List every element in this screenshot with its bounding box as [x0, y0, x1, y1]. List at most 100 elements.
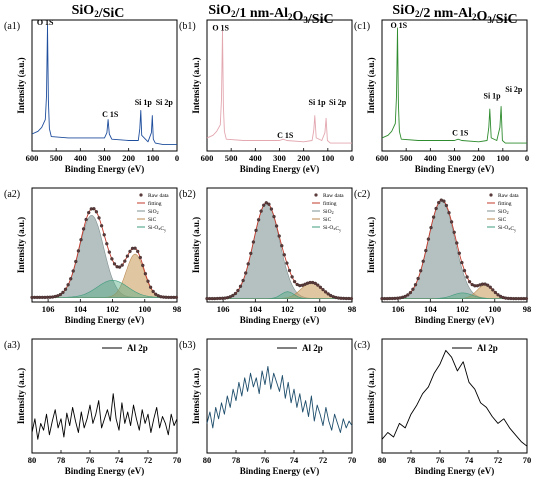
raw-data-point	[449, 220, 454, 224]
raw-data-point	[233, 291, 238, 296]
legend-subscript: 2	[157, 210, 159, 215]
raw-data-point	[442, 199, 446, 203]
legend-segment: C	[160, 226, 164, 232]
raw-data-point	[321, 287, 325, 292]
legend-label: SiC	[498, 217, 507, 223]
spectrum-line	[31, 393, 178, 440]
raw-data-point	[97, 216, 101, 220]
peak-label: Si 2p	[505, 85, 523, 94]
legend-subscript: x	[333, 226, 335, 231]
raw-data-point	[74, 259, 78, 264]
x-axis-label: Binding Energy (eV)	[415, 315, 495, 325]
raw-data-point	[437, 200, 441, 205]
y-axis-label: Intensity (a.u.)	[16, 368, 26, 424]
raw-data-point	[457, 251, 461, 255]
raw-data-point	[241, 278, 245, 283]
raw-data-point	[460, 260, 464, 265]
raw-data-point	[94, 210, 99, 214]
panel-b2: 106 104 102 100 98 Binding Energy (eV) Intensi…	[179, 187, 356, 325]
raw-data-point	[71, 269, 75, 273]
raw-data-point	[285, 261, 289, 265]
raw-data-point	[292, 279, 297, 284]
raw-data-point	[462, 268, 467, 273]
peak-label: C 1S	[277, 131, 294, 140]
raw-data-point	[251, 240, 256, 244]
y-axis-label: Intensity (a.u.)	[366, 368, 376, 424]
x-tick-label: 76	[436, 455, 445, 465]
y-axis-label: Intensity (a.u.)	[191, 57, 201, 113]
peak-label: O 1S	[212, 23, 229, 32]
raw-data-point	[403, 294, 407, 299]
raw-data-point	[107, 250, 111, 254]
legend-label: Si-OxCy	[323, 225, 341, 232]
raw-data-point	[262, 203, 266, 207]
panel-label: (b1)	[179, 21, 196, 32]
raw-data-point	[105, 242, 109, 246]
x-tick-label: 106	[217, 304, 230, 314]
title-subscript: 2	[472, 12, 477, 22]
plot-frame	[381, 187, 528, 303]
title-subscript: 2	[288, 12, 293, 22]
legend-subscript: y	[339, 227, 341, 232]
raw-data-point	[444, 203, 449, 208]
raw-data-point	[87, 210, 91, 215]
panel-label: (b3)	[179, 340, 196, 351]
raw-data-point	[413, 283, 418, 287]
legend-segment: C	[510, 226, 514, 232]
title-subscript: 2	[94, 9, 99, 19]
raw-data-point	[146, 279, 150, 283]
raw-data-point	[486, 283, 490, 287]
peak-label: C 1S	[452, 128, 469, 137]
legend-label: Raw data	[323, 193, 344, 199]
column-title-2: SiO2/2 nm-Al2O3/SiC	[392, 3, 517, 27]
x-tick-label: 104	[249, 304, 263, 314]
raw-data-point	[92, 207, 96, 211]
raw-data-point	[323, 290, 328, 294]
fit-peak-Si-OxCy	[207, 291, 352, 299]
panel-label: (a1)	[4, 21, 20, 32]
raw-data-point	[313, 281, 317, 286]
legend-segment: Raw data	[323, 193, 344, 199]
x-tick-label: 100	[321, 153, 334, 163]
x-tick-label: 100	[138, 304, 151, 314]
x-tick-label: 102	[106, 304, 119, 314]
x-tick-label: 600	[26, 153, 39, 163]
raw-data-point	[419, 269, 423, 273]
panel-a3: 80 78 76 74 72 70 Binding Energy (eV) Intensity…	[4, 338, 181, 476]
title-segment: SiO	[72, 3, 95, 18]
raw-data-point	[61, 290, 65, 295]
raw-data-point	[102, 233, 106, 237]
legend-marker	[489, 193, 493, 197]
raw-data-point	[128, 249, 132, 254]
title-segment: SiO	[392, 3, 415, 18]
raw-data-point	[455, 241, 459, 245]
raw-data-point	[123, 259, 127, 263]
legend-label: Raw data	[148, 193, 169, 199]
raw-data-point	[411, 287, 415, 291]
panel-c2: 106 104 102 100 98 Binding Energy (eV) Intensi…	[354, 187, 531, 325]
raw-data-point	[272, 214, 276, 219]
raw-data-point	[447, 211, 451, 215]
raw-data-point	[254, 228, 258, 233]
legend-label: Al 2p	[477, 343, 498, 353]
spectrum-line	[206, 30, 352, 144]
panel-label: (c2)	[354, 189, 370, 200]
legend-segment: SiC	[498, 217, 507, 223]
title-segment: /SiC	[98, 6, 125, 21]
raw-data-point	[426, 237, 431, 241]
legend-label: SiO2	[148, 209, 159, 215]
title-subscript: 2	[231, 9, 236, 19]
x-tick-label: 300	[273, 153, 286, 163]
x-tick-label: 80	[203, 455, 212, 465]
raw-data-point	[117, 265, 122, 269]
raw-data-point	[465, 275, 469, 279]
legend-segment: Raw data	[148, 193, 169, 199]
legend-label: fitting	[498, 200, 512, 207]
x-tick-label: 104	[424, 304, 438, 314]
legend-segment: C	[335, 226, 339, 232]
x-tick-label: 72	[144, 455, 153, 465]
x-tick-label: 100	[146, 153, 159, 163]
raw-data-point	[66, 283, 70, 287]
x-axis-label: Binding Energy (eV)	[65, 466, 145, 476]
